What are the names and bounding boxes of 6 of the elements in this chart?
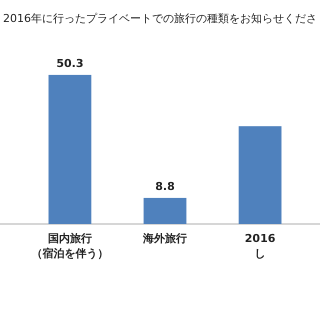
data-label: 50.3: [56, 56, 84, 70]
x-tick-label: 海外旅行: [142, 232, 187, 245]
data-label: 8.8: [155, 180, 175, 193]
x-tick-label: 2016し: [244, 232, 276, 260]
chart-title: 2016年に行ったプライベートでの旅行の種類をお知らせくださ: [3, 12, 317, 25]
x-tick-label: 国内旅行（宿泊を伴う）: [31, 232, 108, 260]
